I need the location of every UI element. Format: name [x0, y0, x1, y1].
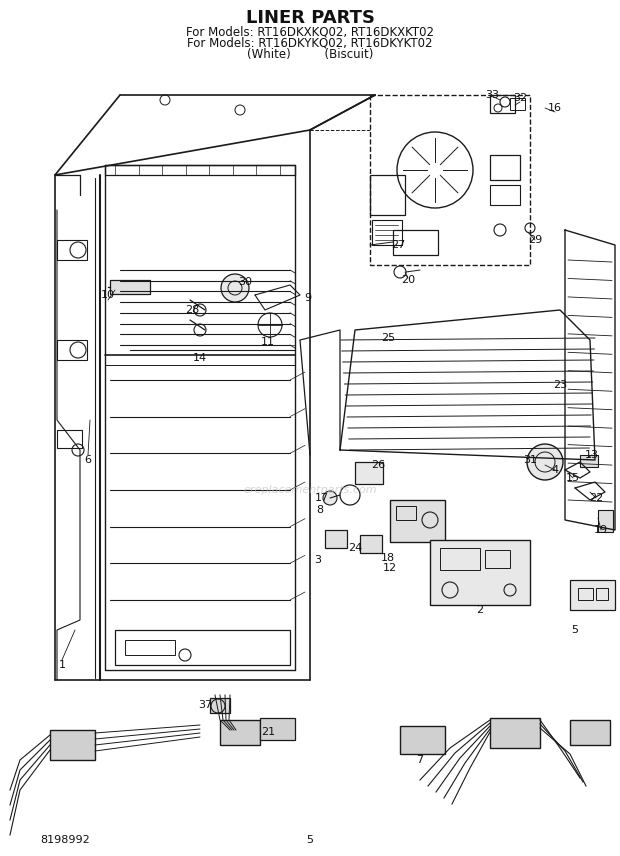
- Bar: [370, 175, 405, 215]
- Text: 4: 4: [551, 465, 559, 475]
- Bar: [570, 720, 610, 745]
- Bar: [210, 698, 230, 713]
- Bar: [57, 340, 87, 360]
- Bar: [440, 548, 480, 570]
- Text: 18: 18: [381, 553, 395, 563]
- Text: For Models: RT16DKYKQ02, RT16DKYKT02: For Models: RT16DKYKQ02, RT16DKYKT02: [187, 37, 433, 50]
- Bar: [490, 95, 515, 113]
- Bar: [490, 185, 520, 205]
- Text: 32: 32: [513, 93, 527, 103]
- Bar: [430, 540, 530, 605]
- Bar: [325, 530, 347, 548]
- Circle shape: [221, 274, 249, 302]
- Bar: [360, 535, 382, 553]
- Text: 7: 7: [417, 755, 423, 765]
- Text: 27: 27: [391, 240, 405, 250]
- Text: 15: 15: [566, 473, 580, 483]
- Text: 28: 28: [185, 305, 199, 315]
- Bar: [598, 510, 613, 532]
- Text: ereplacementparts.com: ereplacementparts.com: [243, 485, 377, 495]
- Bar: [485, 550, 510, 568]
- Text: (White)         (Biscuit): (White) (Biscuit): [247, 47, 373, 61]
- Bar: [390, 500, 445, 542]
- Circle shape: [527, 444, 563, 480]
- Bar: [510, 98, 525, 110]
- Text: 21: 21: [261, 727, 275, 737]
- Text: 12: 12: [383, 563, 397, 573]
- Bar: [50, 730, 95, 760]
- Bar: [355, 462, 383, 484]
- Text: 9: 9: [304, 293, 312, 303]
- Bar: [490, 718, 540, 748]
- Text: 16: 16: [548, 103, 562, 113]
- Text: 3: 3: [314, 555, 322, 565]
- Text: 30: 30: [238, 277, 252, 287]
- Bar: [570, 580, 615, 610]
- Text: 17: 17: [315, 493, 329, 503]
- Bar: [580, 455, 598, 467]
- Text: 5: 5: [306, 835, 314, 845]
- Text: 5: 5: [572, 625, 578, 635]
- Text: 10: 10: [101, 290, 115, 300]
- Bar: [57, 240, 87, 260]
- Text: 2: 2: [476, 605, 484, 615]
- Bar: [125, 640, 175, 655]
- Text: 1: 1: [58, 660, 66, 670]
- Text: For Models: RT16DKXKQ02, RT16DKXKT02: For Models: RT16DKXKQ02, RT16DKXKT02: [186, 26, 434, 39]
- Bar: [115, 630, 290, 665]
- Bar: [220, 720, 260, 745]
- Text: 25: 25: [381, 333, 395, 343]
- Bar: [393, 230, 438, 255]
- Text: 11: 11: [261, 337, 275, 347]
- Text: 20: 20: [401, 275, 415, 285]
- Bar: [105, 165, 295, 175]
- Bar: [372, 220, 402, 245]
- Text: 19: 19: [594, 525, 608, 535]
- Bar: [490, 155, 520, 180]
- Text: LINER PARTS: LINER PARTS: [246, 9, 374, 27]
- Text: 33: 33: [485, 90, 499, 100]
- Text: 26: 26: [371, 460, 385, 470]
- Bar: [110, 280, 150, 294]
- Bar: [400, 726, 445, 754]
- Bar: [578, 588, 593, 600]
- Text: 29: 29: [528, 235, 542, 245]
- Text: 22: 22: [589, 493, 603, 503]
- Text: 37: 37: [198, 700, 212, 710]
- Text: 13: 13: [585, 450, 599, 460]
- Text: 24: 24: [348, 543, 362, 553]
- Bar: [370, 95, 530, 265]
- Bar: [396, 506, 416, 520]
- Bar: [596, 588, 608, 600]
- Text: 23: 23: [553, 380, 567, 390]
- Bar: [260, 718, 295, 740]
- Circle shape: [323, 491, 337, 505]
- Bar: [57, 430, 82, 448]
- Text: 6: 6: [84, 455, 92, 465]
- Text: 14: 14: [193, 353, 207, 363]
- Text: 8198992: 8198992: [40, 835, 90, 845]
- Text: 31: 31: [523, 455, 537, 465]
- Text: 8: 8: [316, 505, 324, 515]
